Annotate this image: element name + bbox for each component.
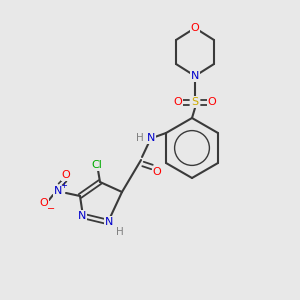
Text: +: +	[61, 182, 68, 190]
Text: O: O	[190, 23, 200, 33]
Text: N: N	[147, 133, 155, 143]
Text: Cl: Cl	[92, 160, 102, 170]
Text: N: N	[191, 71, 199, 81]
Text: O: O	[61, 170, 70, 180]
Text: O: O	[153, 167, 161, 177]
Text: O: O	[174, 97, 182, 107]
Text: N: N	[105, 217, 113, 227]
Text: S: S	[191, 97, 199, 107]
Text: N: N	[78, 211, 86, 221]
Text: O: O	[40, 198, 48, 208]
Text: H: H	[116, 227, 124, 237]
Text: −: −	[47, 204, 55, 214]
Text: O: O	[208, 97, 216, 107]
Text: H: H	[136, 133, 144, 143]
Text: N: N	[54, 186, 62, 196]
